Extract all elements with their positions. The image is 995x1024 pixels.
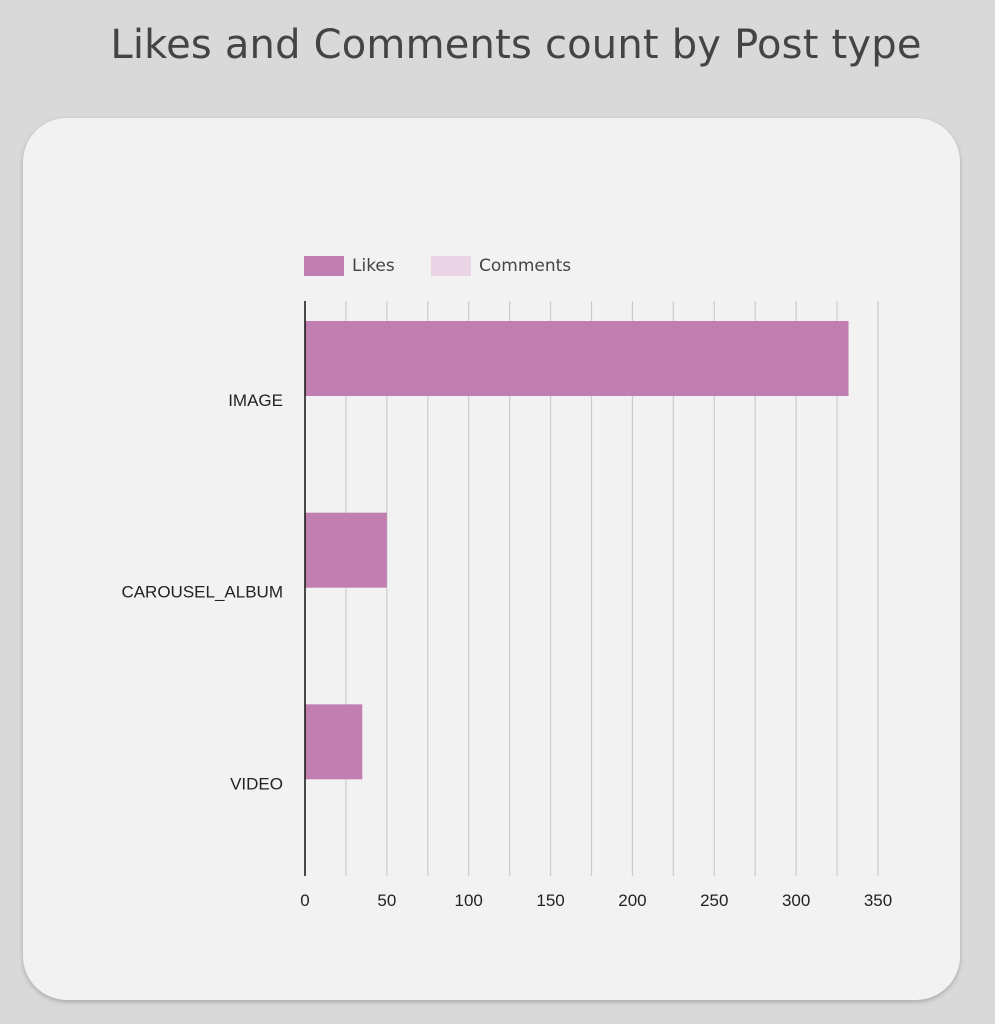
bar-likes-carousel-album [305, 512, 387, 588]
legend-item-comments[interactable]: Comments [431, 255, 571, 277]
chart-card: Likes Comments IMAGE CAROUSEL_ALBUM VIDEO 0… [23, 118, 960, 1000]
x-tick-label: 100 [455, 891, 483, 910]
bar-chart: IMAGE CAROUSEL_ALBUM VIDEO 0 50 100 150 200 250 3… [121, 301, 892, 910]
x-tick-label: 350 [864, 891, 892, 910]
x-tick-label: 150 [536, 891, 564, 910]
x-tick-label: 0 [300, 891, 309, 910]
legend-swatch-comments [431, 256, 471, 276]
x-tick-label: 50 [377, 891, 396, 910]
legend-swatch-likes [304, 256, 344, 276]
bar-likes-image [305, 321, 849, 396]
page-title: Likes and Comments count by Post type [110, 22, 922, 68]
legend-label-comments: Comments [479, 256, 572, 276]
category-label: IMAGE [228, 391, 283, 410]
category-label: VIDEO [230, 774, 283, 793]
category-label: CAROUSEL_ALBUM [121, 583, 283, 602]
legend-label-likes: Likes [352, 256, 395, 276]
x-tick-label: 250 [700, 891, 728, 910]
legend-item-likes[interactable]: Likes [304, 255, 395, 277]
x-tick-label: 200 [618, 891, 646, 910]
bar-likes-video [305, 704, 363, 780]
x-tick-label: 300 [782, 891, 810, 910]
